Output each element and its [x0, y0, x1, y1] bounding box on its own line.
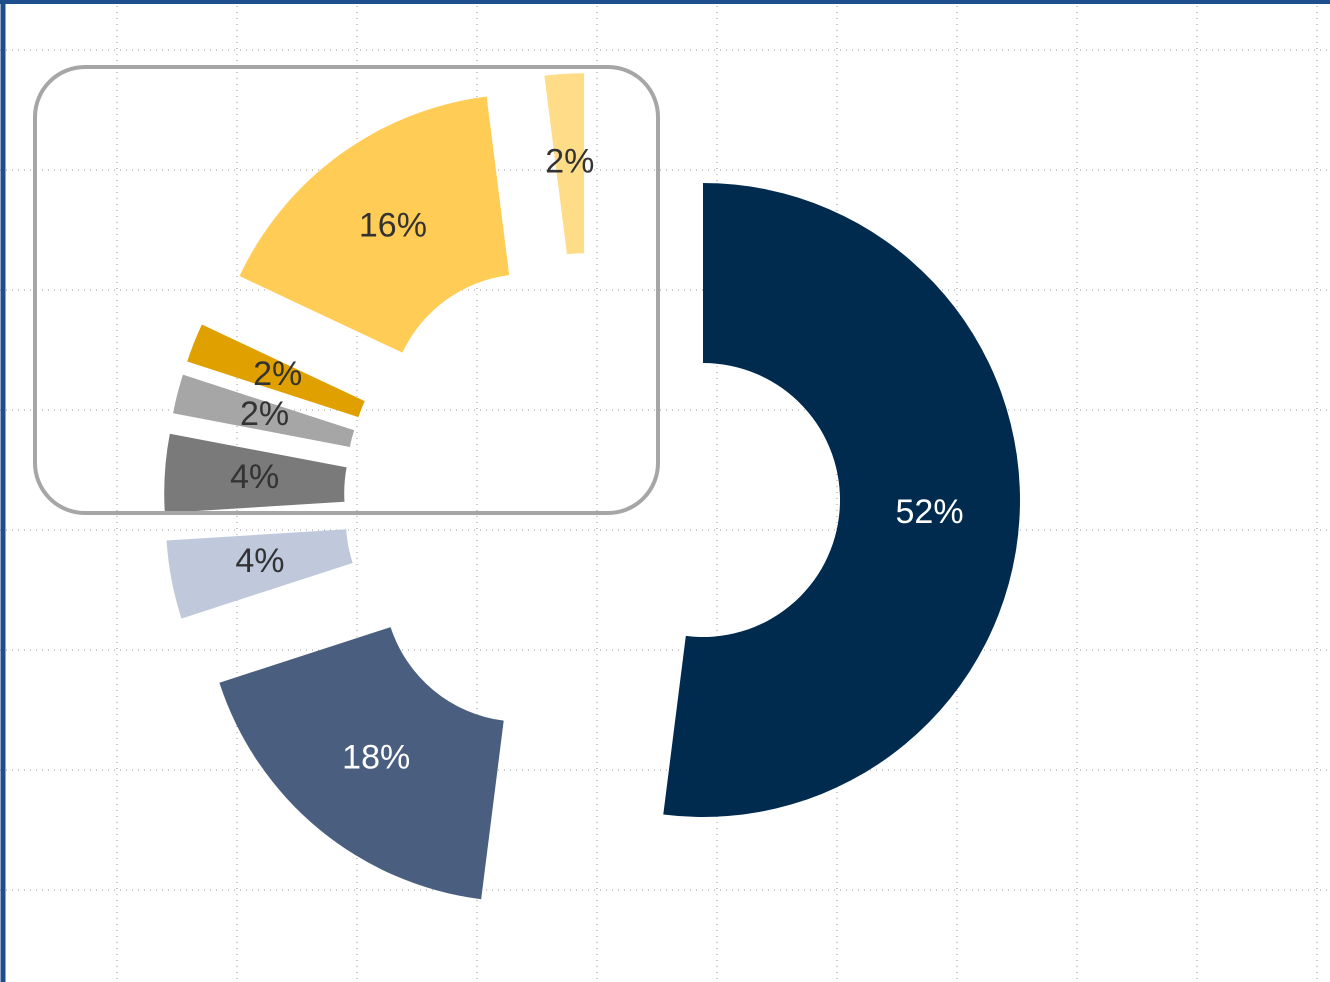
donut-slice — [166, 529, 353, 619]
slice-label: 4% — [235, 542, 284, 580]
slice-label: 52% — [896, 493, 964, 531]
slice-label: 16% — [359, 206, 427, 244]
donut-slice — [187, 324, 365, 418]
donut-slice — [544, 73, 585, 255]
slice-label: 18% — [342, 739, 410, 777]
slice-label: 4% — [230, 458, 279, 496]
donut-slice — [663, 183, 1020, 818]
slice-label: 2% — [545, 143, 594, 181]
donut: 52%18%4%4%2%2%16%2% — [164, 73, 1020, 900]
slice-label: 2% — [240, 395, 289, 433]
highlight-box — [33, 65, 660, 515]
donut-slice — [164, 433, 347, 513]
donut-slice — [239, 96, 510, 353]
donut-slice — [173, 374, 355, 447]
slice-label: 2% — [253, 355, 302, 393]
donut-slice — [219, 627, 504, 900]
